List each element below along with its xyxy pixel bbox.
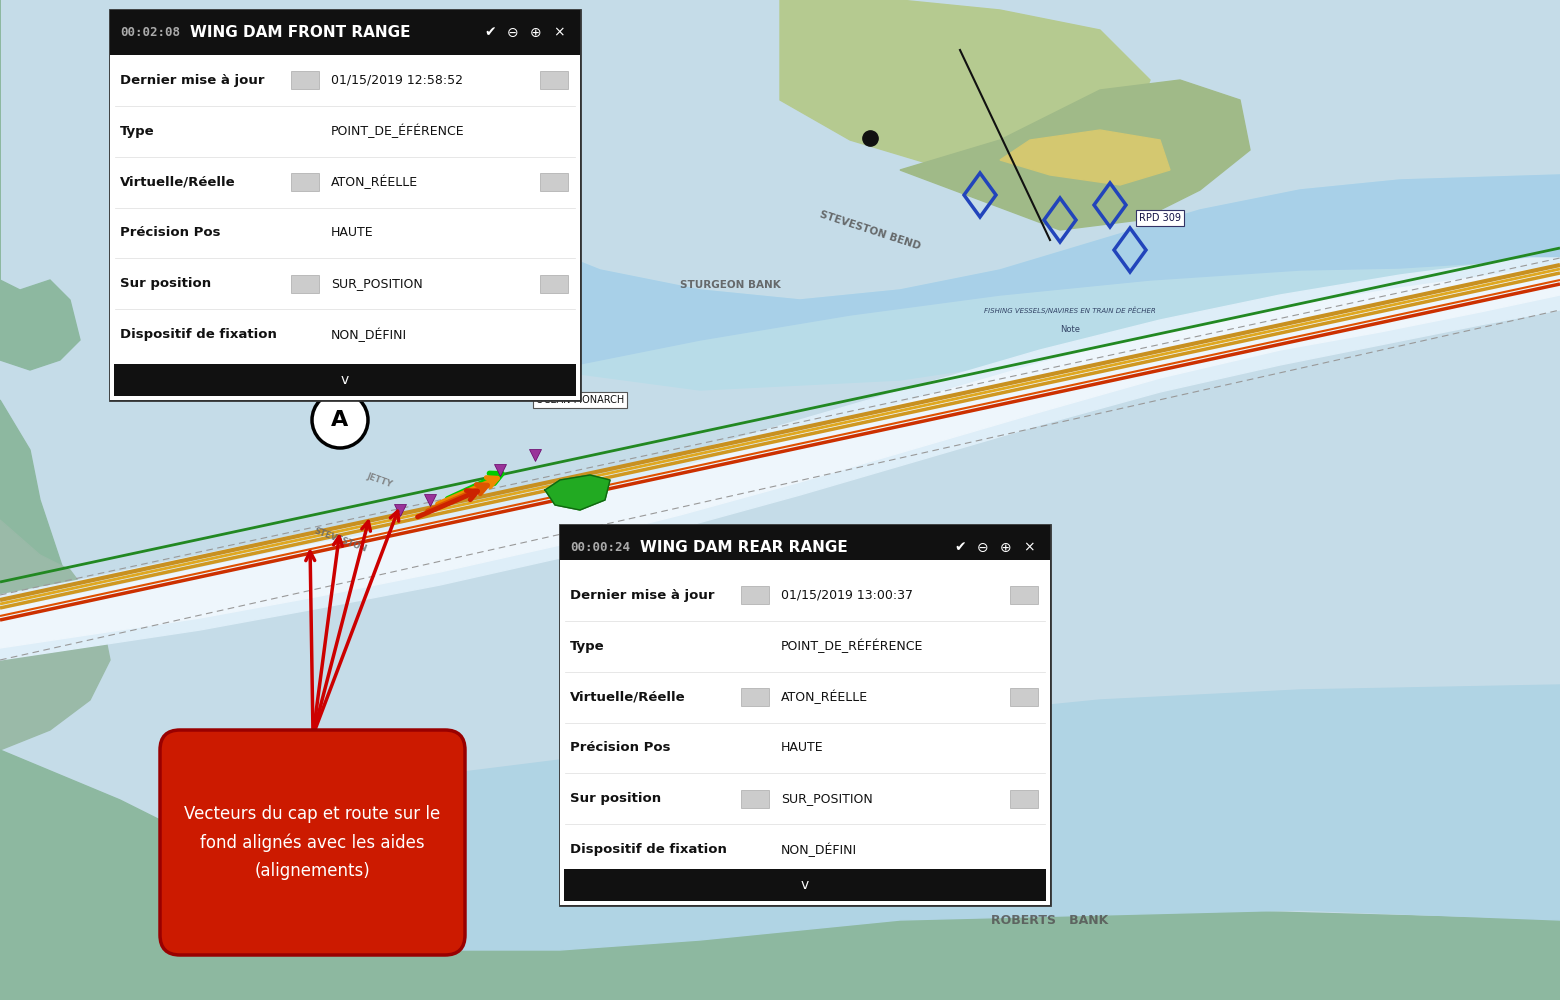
Polygon shape (440, 175, 1560, 370)
Text: ×: × (554, 25, 565, 39)
Bar (111, 55, 580, 400)
Polygon shape (544, 475, 610, 510)
Text: Sur position: Sur position (569, 792, 661, 805)
Bar (114, 364, 576, 396)
Text: ✔: ✔ (955, 540, 966, 554)
Text: ATON_RÉELLE: ATON_RÉELLE (331, 175, 418, 189)
Text: WING DAM REAR RANGE: WING DAM REAR RANGE (640, 540, 847, 555)
Polygon shape (1000, 130, 1170, 185)
Text: Type: Type (569, 640, 605, 653)
Text: A: A (331, 410, 348, 430)
Text: Précision Pos: Précision Pos (569, 741, 671, 754)
Text: Virtuelle/Réelle: Virtuelle/Réelle (120, 176, 236, 189)
Text: ROBERTS   BANK: ROBERTS BANK (991, 914, 1109, 926)
Text: 00:02:08: 00:02:08 (120, 26, 179, 39)
Bar (560, 525, 1050, 570)
Text: NON_DÉFINI: NON_DÉFINI (331, 327, 407, 342)
Text: Dispositif de fixation: Dispositif de fixation (120, 328, 276, 341)
Text: ×: × (1023, 540, 1034, 554)
Bar (741, 586, 769, 604)
Text: v: v (800, 878, 810, 892)
Text: Dernier mise à jour: Dernier mise à jour (120, 74, 265, 87)
Bar (1009, 790, 1037, 808)
FancyBboxPatch shape (161, 730, 465, 955)
Bar (1009, 688, 1037, 706)
Text: Précision Pos: Précision Pos (120, 226, 220, 239)
Text: ⊕: ⊕ (1000, 540, 1012, 554)
Text: Dispositif de fixation: Dispositif de fixation (569, 843, 727, 856)
Polygon shape (900, 80, 1250, 230)
Text: SUR_POSITION: SUR_POSITION (331, 277, 423, 290)
Circle shape (312, 392, 368, 448)
Bar (111, 10, 580, 55)
Polygon shape (0, 520, 111, 750)
Text: ATON_RÉELLE: ATON_RÉELLE (782, 690, 867, 704)
Text: Sur position: Sur position (120, 277, 211, 290)
Text: RPD 309: RPD 309 (1139, 213, 1181, 223)
Text: POINT_DE_ÉFÉRENCE: POINT_DE_ÉFÉRENCE (331, 124, 465, 138)
Bar (741, 790, 769, 808)
Polygon shape (0, 258, 1560, 660)
Bar (560, 560, 1050, 905)
Text: FISHING VESSELS/NAVIRES EN TRAIN DE PÊCHER: FISHING VESSELS/NAVIRES EN TRAIN DE PÊCH… (984, 306, 1156, 314)
Polygon shape (0, 400, 80, 700)
Text: 00:00:24: 00:00:24 (569, 541, 630, 554)
Bar (540, 275, 568, 293)
Polygon shape (399, 685, 1560, 950)
Bar (292, 71, 318, 89)
Text: Dernier mise à jour: Dernier mise à jour (569, 589, 714, 602)
Text: 01/15/2019 12:58:52: 01/15/2019 12:58:52 (331, 74, 463, 87)
Text: 01/15/2019 13:00:37: 01/15/2019 13:00:37 (782, 589, 913, 602)
Text: OCEAN MONARCH: OCEAN MONARCH (537, 395, 624, 405)
Text: STEVESTON: STEVESTON (312, 526, 368, 554)
Bar (292, 275, 318, 293)
Text: STEVESTON BEND: STEVESTON BEND (819, 209, 922, 251)
Bar (540, 173, 568, 191)
Text: Virtuelle/Réelle: Virtuelle/Réelle (569, 691, 686, 704)
Bar (111, 10, 580, 400)
Text: Type: Type (120, 125, 154, 138)
Text: POINT_DE_RÉFÉRENCE: POINT_DE_RÉFÉRENCE (782, 639, 924, 653)
Polygon shape (0, 750, 601, 1000)
Polygon shape (399, 910, 1560, 1000)
Bar (540, 71, 568, 89)
Bar (565, 869, 1047, 901)
Polygon shape (449, 175, 1560, 390)
Text: ⊖: ⊖ (977, 540, 989, 554)
Polygon shape (0, 0, 80, 370)
Text: STURGEON BANK: STURGEON BANK (680, 280, 780, 290)
Text: Note: Note (1059, 326, 1080, 334)
Polygon shape (0, 270, 1560, 648)
Bar (741, 688, 769, 706)
Text: JETTY: JETTY (367, 471, 395, 489)
Text: SUR_POSITION: SUR_POSITION (782, 792, 872, 805)
Text: WING DAM FRONT RANGE: WING DAM FRONT RANGE (190, 25, 410, 40)
Text: ⊖: ⊖ (507, 25, 519, 39)
Text: HAUTE: HAUTE (782, 741, 824, 754)
Bar (1009, 586, 1037, 604)
Bar (560, 525, 1050, 905)
Bar (292, 173, 318, 191)
Text: HAUTE: HAUTE (331, 226, 374, 239)
Polygon shape (780, 0, 1150, 170)
Text: Vecteurs du cap et route sur le
fond alignés avec les aides
(alignements): Vecteurs du cap et route sur le fond ali… (184, 805, 440, 880)
Text: ⊕: ⊕ (530, 25, 541, 39)
Text: NON_DÉFINI: NON_DÉFINI (782, 842, 856, 857)
Text: v: v (342, 373, 349, 387)
Text: ✔: ✔ (484, 25, 496, 39)
